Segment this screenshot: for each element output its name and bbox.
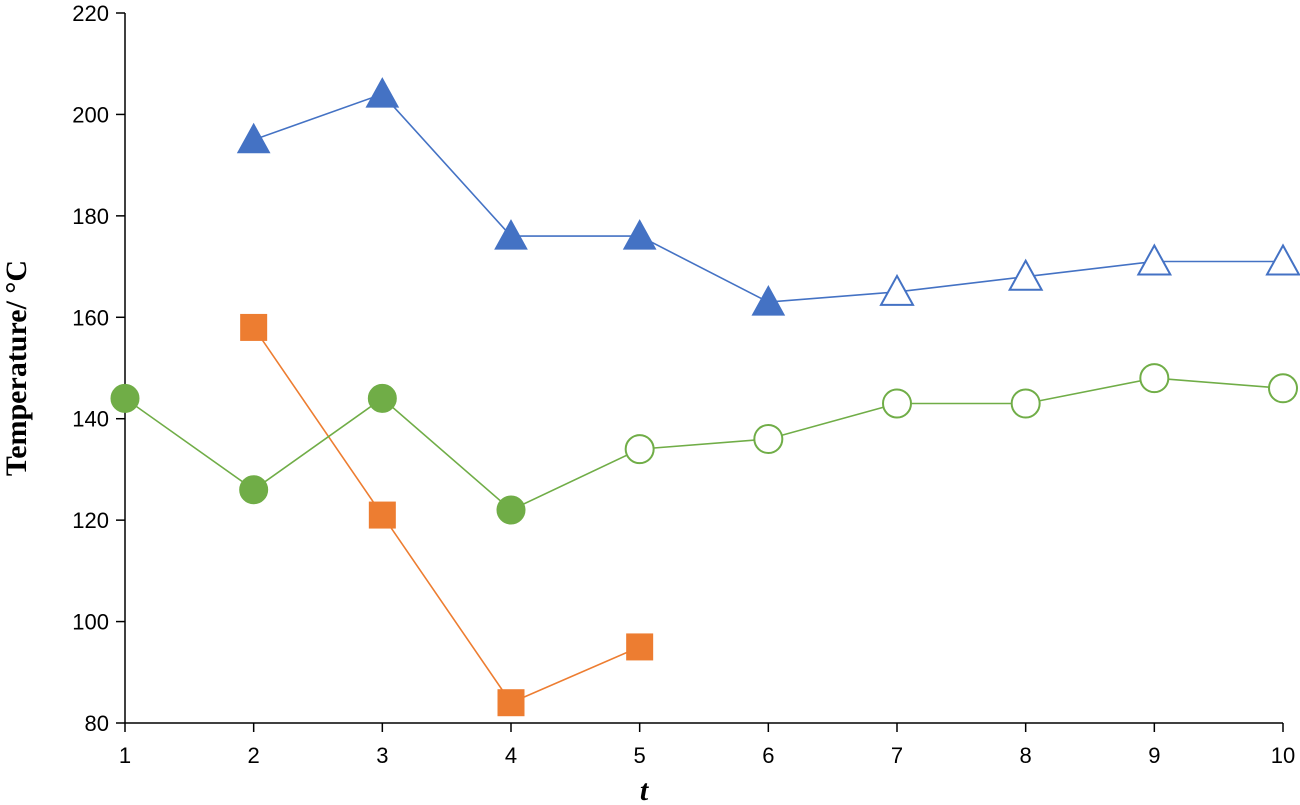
y-tick-label: 200 [72, 102, 109, 127]
series-layer [110, 77, 1300, 717]
x-tick-label: 2 [248, 743, 260, 768]
y-tick-label: 160 [72, 305, 109, 330]
series-circle [110, 363, 1298, 525]
circle-marker [239, 475, 269, 505]
triangle-marker [494, 219, 528, 250]
y-axis-title: Temperature/ °C [0, 260, 33, 476]
circle-marker [1139, 363, 1170, 394]
y-ticks: 80 100 120 140 160 180 200 220 [72, 1, 125, 736]
x-ticks: 1 2 3 4 5 6 7 8 9 10 [119, 723, 1295, 768]
y-tick-label: 140 [72, 407, 109, 432]
circle-marker [367, 383, 397, 413]
x-tick-label: 6 [762, 743, 774, 768]
triangle-marker [1136, 243, 1173, 276]
y-tick-label: 100 [72, 610, 109, 635]
x-tick-label: 8 [1020, 743, 1032, 768]
triangle-marker [622, 219, 657, 250]
triangle-marker [751, 285, 786, 316]
x-tick-label: 3 [376, 743, 388, 768]
circle-marker [624, 434, 655, 465]
series-line [124, 377, 1284, 511]
x-tick-label: 9 [1148, 743, 1160, 768]
x-tick-label: 4 [505, 743, 517, 768]
series-line [253, 326, 641, 704]
series-line [253, 93, 1283, 303]
square-marker [368, 501, 396, 529]
series-triangle [236, 77, 1300, 316]
y-tick-label: 80 [85, 711, 109, 736]
x-tick-label: 1 [119, 743, 131, 768]
triangle-marker [365, 77, 400, 108]
axes [124, 13, 1283, 724]
circle-marker [1268, 373, 1298, 404]
x-tick-label: 10 [1271, 743, 1295, 768]
triangle-marker [1265, 243, 1300, 276]
y-tick-label: 220 [72, 1, 109, 26]
square-marker [240, 313, 268, 341]
square-marker [626, 633, 654, 661]
series-square [240, 313, 654, 717]
triangle-marker [879, 273, 915, 306]
triangle-marker [236, 122, 271, 154]
y-tick-label: 180 [72, 204, 109, 229]
y-tick-label: 120 [72, 508, 109, 533]
x-axis-title: t [640, 774, 650, 805]
circle-marker [496, 495, 526, 525]
x-tick-label: 7 [891, 743, 903, 768]
circle-marker [110, 383, 140, 413]
circle-marker [753, 424, 784, 454]
circle-marker [882, 388, 912, 419]
triangle-marker [1007, 258, 1044, 291]
x-tick-label: 5 [634, 743, 646, 768]
circle-marker [1010, 388, 1041, 419]
square-marker [497, 689, 525, 717]
